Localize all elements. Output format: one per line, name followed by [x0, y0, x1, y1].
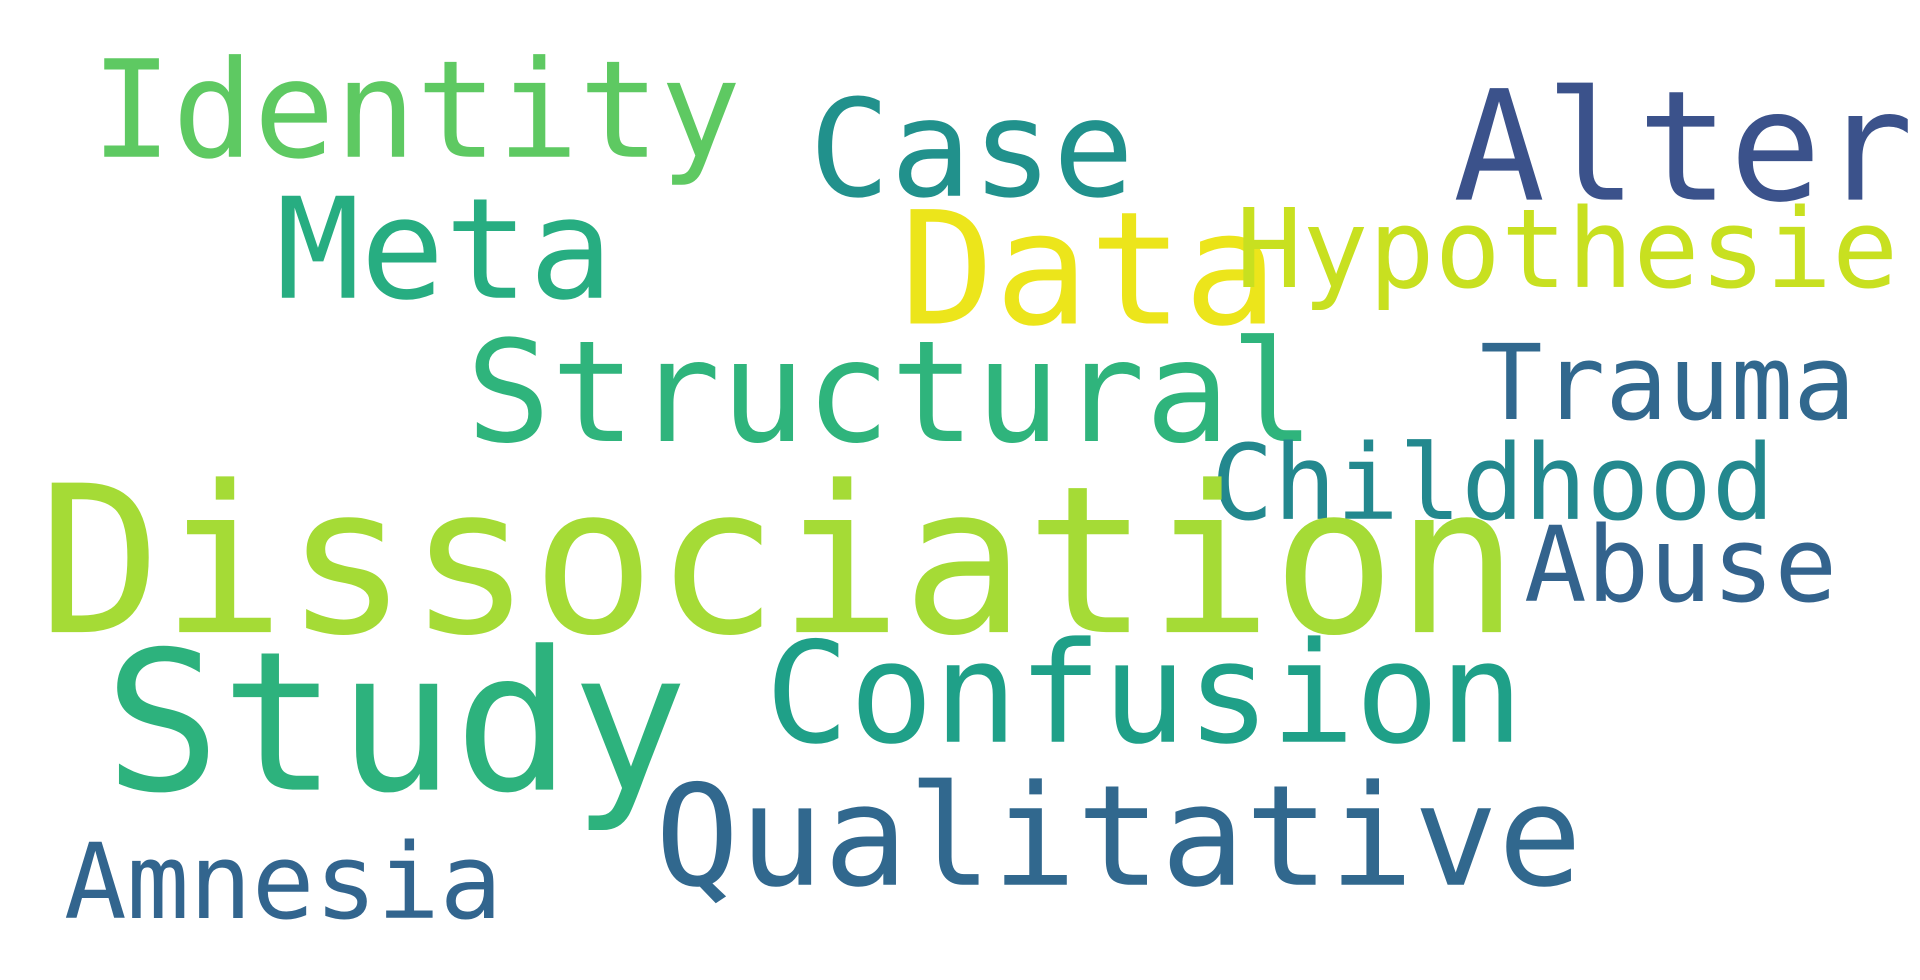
- word-confusion: Confusion: [765, 612, 1524, 776]
- word-data: Data: [900, 178, 1279, 362]
- word-structural: Structural: [466, 311, 1315, 476]
- word-meta: Meta: [276, 168, 614, 332]
- word-case: Case: [809, 70, 1135, 228]
- word-study: Study: [104, 609, 688, 836]
- word-abuse: Abuse: [1524, 503, 1838, 626]
- word-childhood: Childhood: [1211, 421, 1775, 544]
- word-identity: Identity: [91, 31, 742, 189]
- word-dissociation: Dissociation: [38, 443, 1520, 682]
- word-trauma: Trauma: [1480, 321, 1856, 444]
- word-amnesia: Amnesia: [64, 820, 503, 943]
- word-hypothesie: Hypothesie: [1236, 185, 1899, 314]
- word-alter: Alter: [1453, 58, 1914, 237]
- word-qualitative: Qualitative: [655, 755, 1583, 919]
